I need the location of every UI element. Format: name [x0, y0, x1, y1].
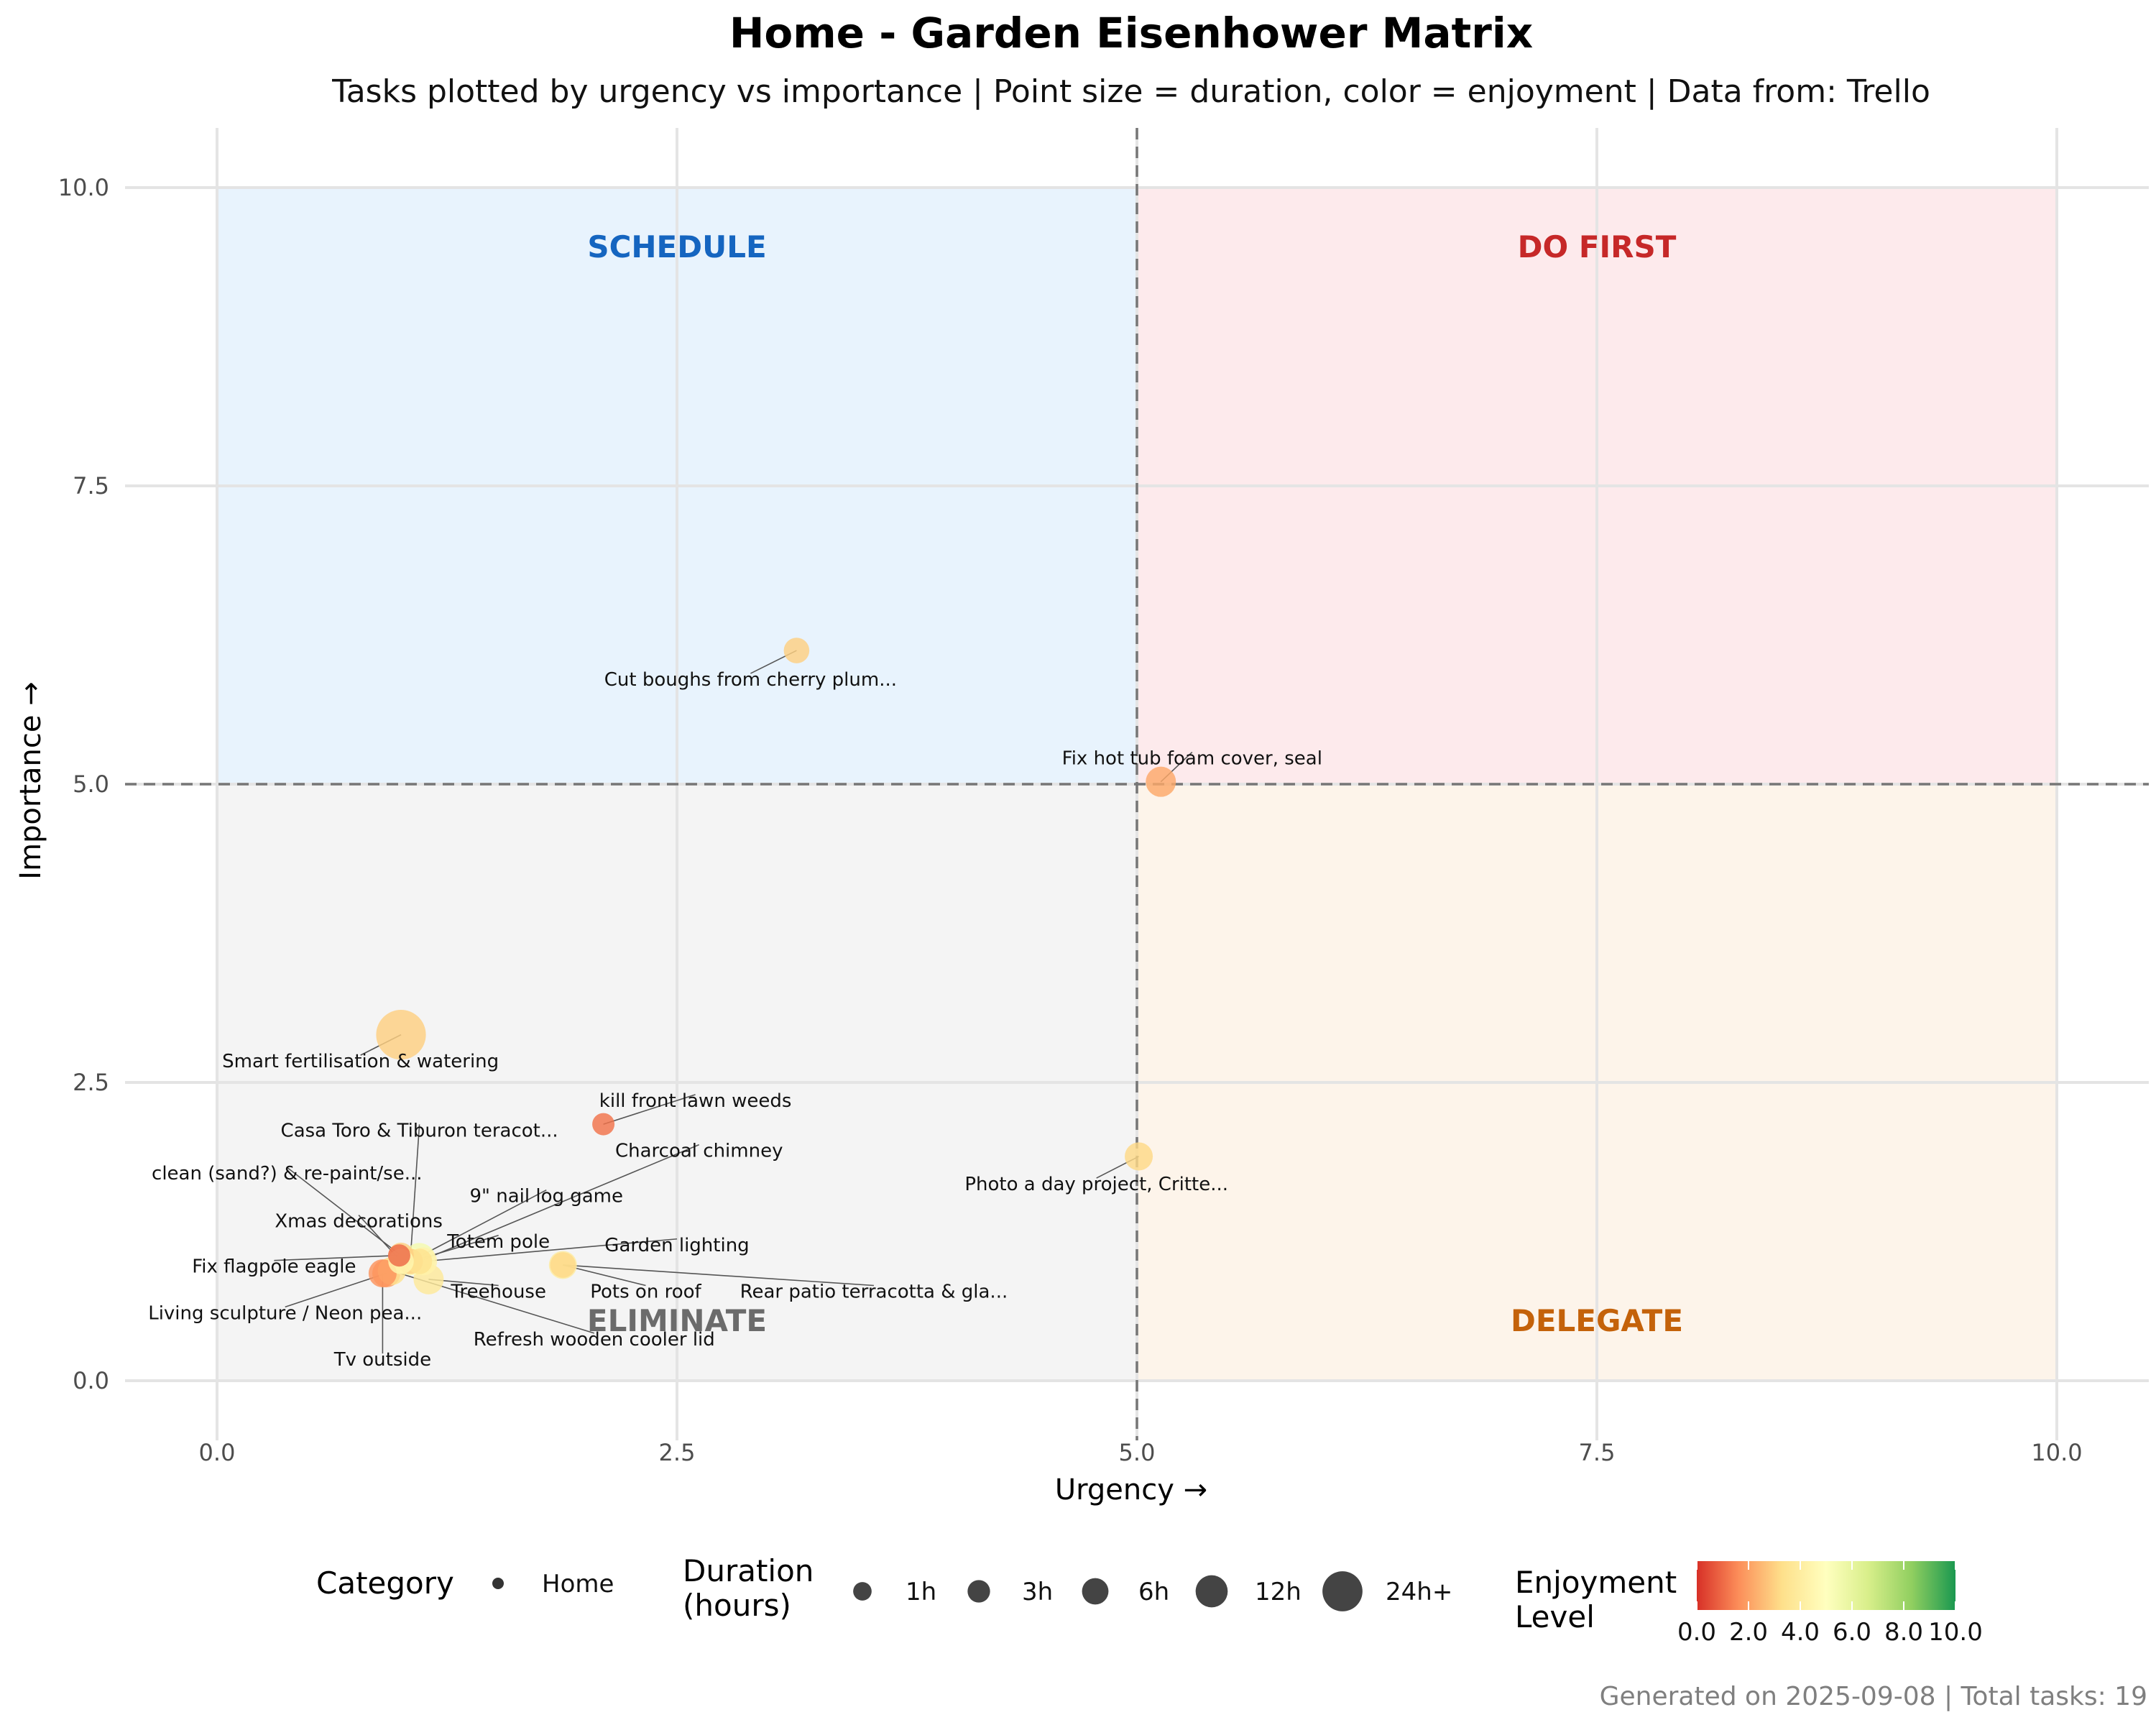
legend-duration-marker: [1082, 1578, 1109, 1605]
data-point: [550, 1252, 576, 1278]
legend-duration-title: Duration (hours): [683, 1553, 814, 1623]
colorbar-tick-label: 0.0: [1677, 1618, 1716, 1647]
legend-duration-marker: [1322, 1571, 1363, 1611]
data-point: [1146, 766, 1176, 797]
legend-duration-marker: [853, 1582, 872, 1601]
y-tick-label: 7.5: [73, 472, 109, 500]
y-axis-label: Importance →: [14, 681, 47, 879]
threshold-lines: [125, 128, 2149, 1440]
legend-duration-items: 1h 3h 6h 12h 24h+: [853, 1571, 1452, 1611]
point-label: Cut boughs from cherry plum...: [604, 669, 897, 691]
label-leader-line: [274, 1254, 400, 1261]
footer-text: Generated on 2025-09-08 | Total tasks: 1…: [1600, 1682, 2147, 1711]
x-axis-ticks: 0.0 2.5 5.0 7.5 10.0: [199, 1439, 2083, 1466]
point-label: Tv outside: [333, 1349, 431, 1371]
x-axis-label: Urgency →: [1055, 1473, 1207, 1506]
label-leader-line: [410, 1124, 420, 1262]
x-tick-label: 7.5: [1579, 1439, 1616, 1466]
point-label: Pots on roof: [590, 1282, 701, 1303]
legend-category-title: Category: [316, 1565, 454, 1601]
enjoyment-colorbar-ticks: 0.0 2.0 4.0 6.0 8.0 10.0: [1677, 1561, 1983, 1647]
point-label: Casa Toro & Tiburon teracot...: [281, 1120, 558, 1141]
y-tick-label: 10.0: [58, 174, 109, 201]
point-label: Fix flagpole eagle: [192, 1256, 356, 1278]
legend-duration-marker: [967, 1580, 990, 1603]
y-tick-label: 0.0: [73, 1367, 109, 1394]
enjoyment-colorbar: [1697, 1561, 1955, 1610]
colorbar-tick-label: 6.0: [1833, 1618, 1871, 1647]
point-label: Rear patio terracotta & gla...: [740, 1282, 1008, 1303]
quadrant-labels: SCHEDULE DO FIRST ELIMINATE DELEGATE: [587, 229, 1683, 1338]
data-point: [592, 1113, 615, 1136]
data-point: [783, 638, 810, 663]
data-point: [387, 1244, 410, 1267]
y-axis-ticks: 0.0 2.5 5.0 7.5 10.0: [58, 174, 109, 1394]
chart-subtitle: Tasks plotted by urgency vs importance |…: [331, 73, 1930, 110]
point-label: Refresh wooden cooler lid: [474, 1329, 715, 1351]
legend-duration-label: 12h: [1255, 1578, 1302, 1606]
legend-duration-marker: [1195, 1575, 1228, 1608]
point-label: Charcoal chimney: [615, 1141, 783, 1162]
point-label: clean (sand?) & re-paint/se...: [152, 1163, 422, 1184]
y-tick-label: 2.5: [73, 1069, 109, 1096]
label-leader-line: [603, 1094, 696, 1125]
point-label: Fix hot tub foam cover, seal: [1062, 748, 1322, 769]
label-leader-line: [563, 1264, 646, 1287]
x-tick-label: 2.5: [659, 1439, 696, 1466]
data-point: [1125, 1142, 1153, 1171]
colorbar-tick-label: 4.0: [1781, 1618, 1820, 1647]
data-point: [376, 1010, 426, 1060]
label-leader-line: [285, 1272, 387, 1308]
point-label: Treehouse: [450, 1282, 546, 1303]
colorbar-tick-label: 8.0: [1884, 1618, 1923, 1647]
label-leader-line: [563, 1264, 874, 1287]
quadrant-label-eliminate: ELIMINATE: [587, 1303, 767, 1338]
colorbar-tick-label: 10.0: [1928, 1618, 1983, 1647]
quadrant-label-do-first: DO FIRST: [1518, 229, 1677, 264]
label-leader-line: [410, 1189, 547, 1262]
y-tick-label: 5.0: [73, 770, 109, 798]
point-label: kill front lawn weeds: [599, 1090, 792, 1112]
colorbar-tick-label: 2.0: [1729, 1618, 1768, 1647]
legend-duration-label: 24h+: [1386, 1578, 1452, 1606]
data-points: [368, 638, 1176, 1294]
label-leader-line: [423, 1238, 678, 1262]
point-label: Totem pole: [446, 1231, 550, 1253]
point-label: Photo a day project, Critte...: [964, 1174, 1228, 1195]
plot-area: SCHEDULE DO FIRST ELIMINATE DELEGATE Cut bo…: [125, 128, 2149, 1440]
x-tick-label: 5.0: [1119, 1439, 1156, 1466]
legend-category-marker: [492, 1578, 504, 1589]
label-leader-line: [419, 1144, 700, 1262]
legend-duration-label: 3h: [1022, 1578, 1053, 1606]
legend-duration-label: 1h: [906, 1578, 936, 1606]
legend-enjoyment-title: Enjoyment Level: [1515, 1565, 1677, 1634]
point-label: 9" nail log game: [469, 1186, 623, 1208]
x-tick-label: 0.0: [199, 1439, 236, 1466]
x-tick-label: 10.0: [2031, 1439, 2082, 1466]
quadrant-label-schedule: SCHEDULE: [587, 229, 766, 264]
chart-title: Home - Garden Eisenhower Matrix: [729, 9, 1533, 58]
point-label: Xmas decorations: [275, 1211, 443, 1233]
legend: Category Home Duration (hours) 1h 3h 6h 12h 2…: [316, 1553, 1983, 1647]
quadrant-label-delegate: DELEGATE: [1511, 1303, 1683, 1338]
point-label: Living sculpture / Neon pea...: [148, 1302, 422, 1324]
point-label: Garden lighting: [604, 1235, 749, 1256]
point-label: Smart fertilisation & watering: [222, 1051, 499, 1072]
point-labels: Cut boughs from cherry plum... Fix hot tu…: [148, 669, 1322, 1371]
legend-category-home: Home: [542, 1570, 614, 1598]
legend-duration-label: 6h: [1138, 1578, 1169, 1606]
